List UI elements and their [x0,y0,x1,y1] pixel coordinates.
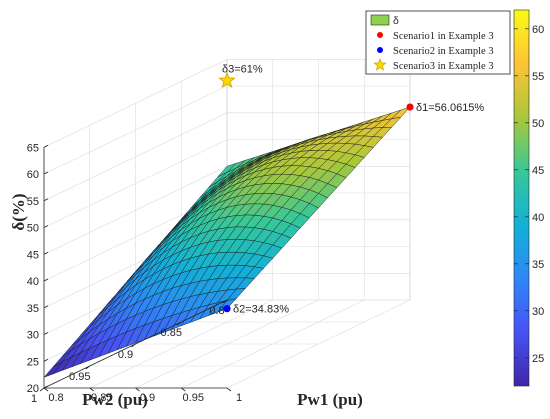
scenario1-marker [406,103,414,111]
colorbar-tick-label: 60 [532,24,544,36]
y-tick-label: 1 [31,393,37,405]
x-tick [43,387,49,392]
x-tick-label: 0.8 [48,392,63,404]
scenario1-label: δ1=56.0615% [416,102,484,114]
z-tick-label: 40 [27,276,39,288]
y-tick [177,321,182,326]
scenario2-label: δ2=34.83% [233,304,289,316]
colorbar: 25 30 35 40 45 50 55 60 [513,9,544,387]
x-tick [135,387,140,392]
surface-mesh [43,106,411,378]
legend-label: δ [393,15,399,27]
z-tick-label: 35 [27,303,39,315]
z-axis-label: δ(%) [9,193,28,230]
legend-label: Scenario2 in Example 3 [393,46,494,57]
z-tick-label: 65 [27,142,39,154]
y-tick [222,299,228,304]
legend-label: Scenario3 in Example 3 [393,61,494,72]
y-tick [85,365,90,370]
colorbar-gradient [513,9,530,387]
z-tick-label: 45 [27,249,39,261]
x-tick [89,387,94,392]
z-tick [43,171,49,175]
y-tick [131,343,136,348]
z-tick [43,225,49,228]
colorbar-tick-label: 30 [532,306,544,318]
y-tick [39,387,45,392]
legend-swatch-circle [377,32,383,38]
y-tick-label: 0.85 [161,327,182,339]
colorbar-tick-label: 45 [532,165,544,177]
z-tick-label: 55 [27,196,39,208]
z-tick [43,198,49,202]
colorbar-tick-label: 50 [532,118,544,130]
colorbar-tick-label: 25 [532,353,544,365]
z-tick-label: 50 [27,223,39,235]
colorbar-tick-label: 35 [532,259,544,271]
scenario2-marker [223,305,231,313]
z-tick-label: 60 [27,169,39,181]
colorbar-tick-label: 40 [532,212,544,224]
scenario3-marker [218,71,236,88]
z-tick [43,278,49,282]
x-tick [226,387,232,392]
y-tick-label: 0.95 [69,371,90,383]
y-tick-label: 0.8 [209,305,224,317]
y-axis-label: Pw2 (pu) [82,390,148,409]
legend-swatch-star [373,58,387,71]
x-tick-label: 0.85 [91,392,112,404]
z-tick-label: 25 [27,356,39,368]
scenario3-label: δ3=61% [222,64,263,76]
legend: δ Scenario1 in Example 3 Scenario2 in Exam… [365,10,511,75]
x-tick-label: 0.9 [140,392,155,404]
floor-grid-line [226,299,411,389]
legend-label: Scenario1 in Example 3 [393,31,494,42]
x-tick-label: 1 [236,392,242,404]
legend-swatch-delta [370,14,390,26]
z-tick-label: 30 [27,330,39,342]
floor-grid-line [181,299,365,389]
colorbar-tick-label: 55 [532,71,544,83]
z-tick [43,358,49,362]
x-tick [181,387,186,392]
z-tick [43,251,49,255]
y-tick-label: 0.9 [118,349,133,361]
z-tick [43,305,49,309]
x-axis-label: Pw1 (pu) [297,390,363,409]
z-tick [43,144,49,148]
legend-swatch-circle [377,47,383,53]
legend-box [365,10,511,75]
scenario-points: δ1=56.0615% δ2=34.83% δ3=61% [218,64,484,316]
z-tick [43,332,49,335]
z-tick-label: 20 [27,383,39,395]
x-tick-label: 0.95 [183,392,204,404]
axes: 20 25 30 35 40 45 50 55 60 65 0.8 0.85 0.9 0.95 1 0.8 0.… [27,142,242,405]
